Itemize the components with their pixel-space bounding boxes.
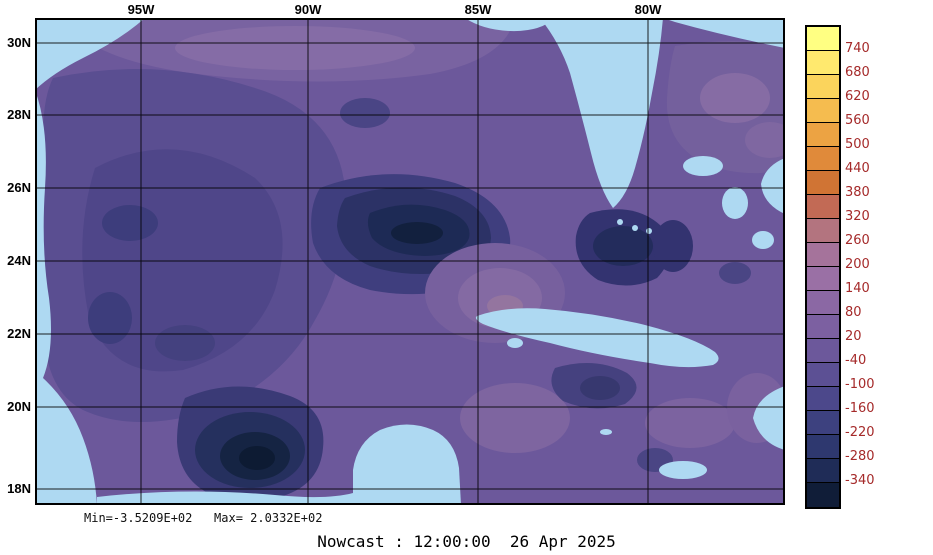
colorbar-segment	[807, 411, 839, 435]
colorbar-label: -220	[845, 425, 875, 440]
colorbar-label: 440	[845, 161, 870, 176]
colorbar-segment	[807, 243, 839, 267]
plot-frame	[35, 18, 785, 505]
lat-tick-20n: 20N	[7, 399, 31, 414]
colorbar-label: -40	[845, 353, 867, 368]
colorbar	[805, 25, 841, 509]
map-plot	[35, 18, 785, 505]
colorbar-label: 500	[845, 137, 870, 152]
lon-tick-80w: 80W	[634, 2, 662, 17]
colorbar-label: 740	[845, 41, 870, 56]
colorbar-label: 80	[845, 305, 862, 320]
colorbar-label: 140	[845, 281, 870, 296]
colorbar-segment	[807, 171, 839, 195]
lat-tick-30n: 30N	[7, 35, 31, 50]
lon-tick-90w: 90W	[294, 2, 322, 17]
colorbar-label: 620	[845, 89, 870, 104]
colorbar-segment	[807, 51, 839, 75]
colorbar-segment	[807, 339, 839, 363]
colorbar-segment	[807, 123, 839, 147]
colorbar-label: 680	[845, 65, 870, 80]
lon-tick-85w: 85W	[464, 2, 492, 17]
lon-tick-95w: 95W	[127, 2, 155, 17]
colorbar-label: 320	[845, 209, 870, 224]
lat-tick-28n: 28N	[7, 107, 31, 122]
colorbar-segment	[807, 435, 839, 459]
lat-tick-22n: 22N	[7, 326, 31, 341]
colorbar-label: -280	[845, 449, 875, 464]
colorbar-label: 200	[845, 257, 870, 272]
colorbar-segment	[807, 387, 839, 411]
lat-tick-18n: 18N	[7, 481, 31, 496]
colorbar-label: 380	[845, 185, 870, 200]
colorbar-label: -340	[845, 473, 875, 488]
colorbar-segment	[807, 27, 839, 51]
figure-caption: Nowcast : 12:00:00 26 Apr 2025	[317, 532, 616, 551]
colorbar-segment	[807, 75, 839, 99]
colorbar-segment	[807, 219, 839, 243]
colorbar-label: 260	[845, 233, 870, 248]
colorbar-label: 560	[845, 113, 870, 128]
colorbar-segment	[807, 483, 839, 507]
colorbar-label: -160	[845, 401, 875, 416]
colorbar-segment	[807, 267, 839, 291]
colorbar-segment	[807, 147, 839, 171]
lat-tick-24n: 24N	[7, 253, 31, 268]
colorbar-segment	[807, 195, 839, 219]
lat-tick-26n: 26N	[7, 180, 31, 195]
minmax-stats: Min=-3.5209E+02 Max= 2.0332E+02	[84, 511, 323, 525]
land-mask	[35, 18, 785, 505]
colorbar-segment	[807, 363, 839, 387]
graticule	[35, 18, 785, 505]
colorbar-segment	[807, 99, 839, 123]
colorbar-label: -100	[845, 377, 875, 392]
colorbar-segment	[807, 291, 839, 315]
colorbar-label: 20	[845, 329, 862, 344]
colorbar-segment	[807, 315, 839, 339]
colorbar-segment	[807, 459, 839, 483]
